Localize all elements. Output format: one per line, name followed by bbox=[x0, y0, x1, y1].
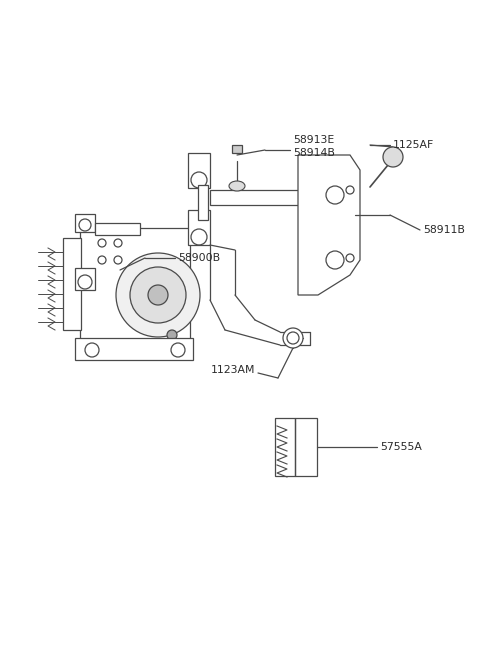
Circle shape bbox=[130, 267, 186, 323]
Circle shape bbox=[283, 328, 303, 348]
Bar bbox=[210, 190, 305, 205]
Bar bbox=[188, 210, 210, 245]
Text: 58914B: 58914B bbox=[293, 148, 335, 158]
Ellipse shape bbox=[229, 181, 245, 191]
Circle shape bbox=[167, 330, 177, 340]
Text: 57555A: 57555A bbox=[380, 442, 422, 452]
Polygon shape bbox=[298, 155, 360, 295]
Circle shape bbox=[383, 147, 403, 167]
Bar bbox=[198, 185, 208, 220]
Text: 58911B: 58911B bbox=[423, 225, 465, 235]
Bar bbox=[188, 153, 210, 188]
Bar bbox=[275, 418, 295, 476]
Text: 58913E: 58913E bbox=[293, 135, 334, 145]
Circle shape bbox=[116, 253, 200, 337]
Text: 58900B: 58900B bbox=[178, 253, 220, 263]
Bar bbox=[75, 268, 95, 290]
Bar bbox=[295, 418, 317, 476]
Bar bbox=[75, 214, 95, 232]
Text: 1125AF: 1125AF bbox=[393, 140, 434, 150]
Bar bbox=[75, 338, 193, 360]
Text: 1123AM: 1123AM bbox=[211, 365, 255, 375]
Bar bbox=[63, 238, 81, 330]
Bar bbox=[80, 228, 190, 355]
Bar bbox=[232, 145, 242, 153]
Circle shape bbox=[148, 285, 168, 305]
Bar bbox=[95, 223, 140, 235]
